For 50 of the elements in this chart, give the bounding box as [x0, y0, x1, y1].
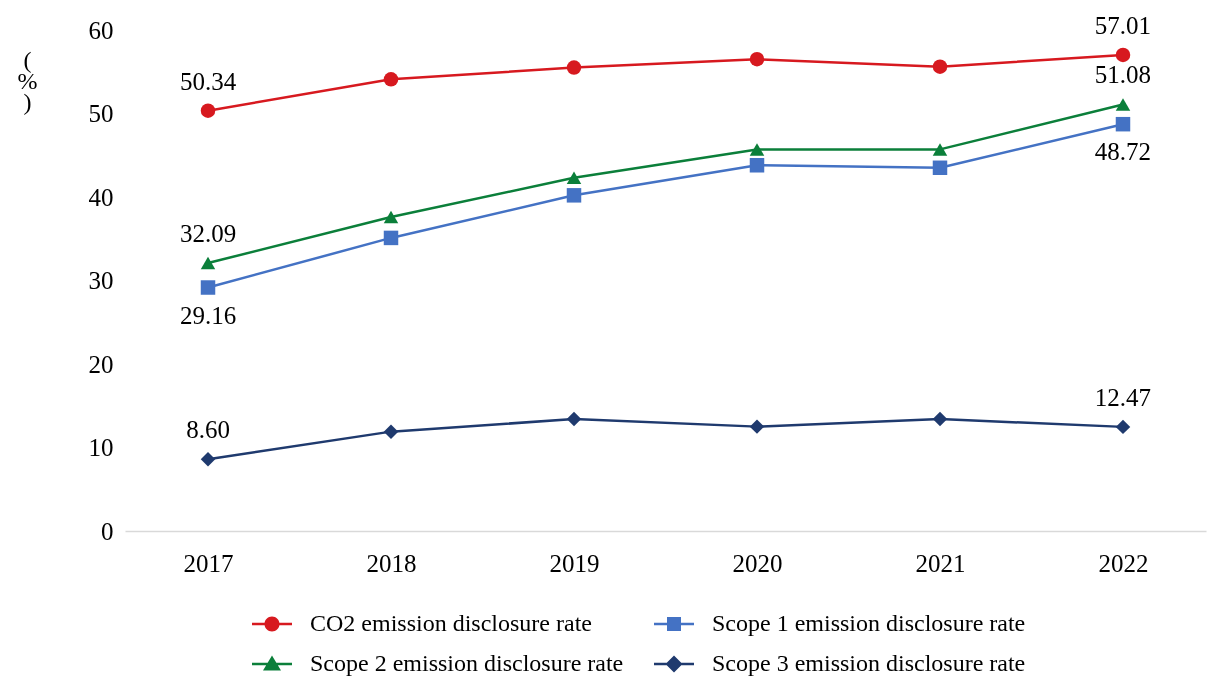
- x-tick-label: 2017: [183, 549, 234, 577]
- point: [383, 230, 399, 246]
- point: [1115, 47, 1131, 63]
- point: [932, 143, 948, 156]
- point: [932, 411, 948, 427]
- point: [566, 60, 582, 75]
- x-tick-label: 2021: [915, 549, 966, 577]
- point: [383, 72, 399, 87]
- point: [566, 188, 582, 203]
- point: [1115, 116, 1131, 132]
- point: [749, 419, 765, 434]
- legend-label: Scope 1 emission disclosure rate: [712, 610, 1026, 636]
- x-tick-label: 2019: [549, 549, 600, 577]
- y-axis-title: (%): [17, 46, 38, 115]
- legend-label: Scope 3 emission disclosure rate: [712, 650, 1026, 676]
- x-tick-label: 2022: [1098, 549, 1149, 577]
- data-label: 57.01: [1094, 11, 1152, 39]
- legend-label: CO2 emission disclosure rate: [310, 610, 592, 636]
- point: [749, 51, 765, 67]
- point: [200, 256, 216, 270]
- point: [566, 411, 582, 427]
- y-tick-label: 20: [88, 350, 114, 378]
- data-label: 51.08: [1094, 61, 1152, 89]
- data-label: 12.47: [1094, 383, 1152, 411]
- point: [932, 59, 948, 74]
- y-tick-label: 50: [88, 100, 114, 127]
- y-tick-label: 40: [88, 183, 114, 211]
- point: [383, 424, 399, 439]
- data-label: 32.09: [179, 220, 237, 248]
- point: [749, 143, 765, 156]
- y-tick-label: 30: [88, 267, 114, 294]
- point: [566, 171, 582, 185]
- legend-label: Scope 2 emission disclosure rate: [310, 650, 624, 676]
- y-tick-label: 0: [101, 517, 114, 545]
- data-label: 29.16: [179, 301, 237, 329]
- point: [749, 158, 765, 173]
- x-tick-label: 2018: [366, 549, 417, 577]
- point: [1115, 98, 1131, 111]
- data-label: 8.60: [186, 416, 230, 444]
- point: [1115, 419, 1131, 435]
- point: [200, 280, 216, 295]
- x-tick-label: 2020: [732, 549, 783, 577]
- point: [932, 160, 948, 176]
- data-label: 50.34: [179, 67, 237, 95]
- point: [200, 451, 216, 467]
- data-label: 48.72: [1094, 138, 1152, 166]
- point: [200, 103, 216, 118]
- point: [383, 210, 399, 224]
- y-tick-label: 60: [88, 16, 114, 44]
- y-tick-label: 10: [88, 434, 114, 461]
